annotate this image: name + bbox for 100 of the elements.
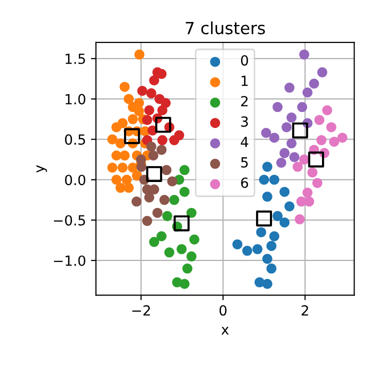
point <box>269 132 280 143</box>
point <box>167 176 178 186</box>
point <box>299 50 310 60</box>
chart-title: 7 clusters <box>186 21 265 34</box>
point <box>182 264 192 274</box>
point <box>256 227 266 238</box>
legend-label: 6 <box>241 178 248 188</box>
point <box>262 192 272 202</box>
point <box>136 162 146 172</box>
point <box>161 165 172 176</box>
point <box>292 162 303 172</box>
point <box>269 231 280 242</box>
point <box>134 50 144 60</box>
point <box>284 82 294 93</box>
point <box>302 87 313 98</box>
point <box>132 170 142 181</box>
point <box>326 122 336 132</box>
point <box>124 182 134 193</box>
point <box>142 114 152 125</box>
point <box>128 114 138 124</box>
point <box>156 68 167 79</box>
point <box>142 216 152 226</box>
point <box>280 186 290 197</box>
point <box>176 244 187 254</box>
point <box>156 231 167 242</box>
point <box>317 67 328 78</box>
point <box>316 135 326 146</box>
point <box>169 194 180 205</box>
point <box>259 174 270 185</box>
point <box>146 142 156 152</box>
point <box>157 135 168 146</box>
point <box>120 82 130 92</box>
point <box>107 162 118 173</box>
point <box>252 244 262 254</box>
legend-label: 1 <box>242 76 248 86</box>
point <box>122 174 132 185</box>
point <box>282 122 292 132</box>
point <box>146 88 156 98</box>
point <box>297 102 308 112</box>
point <box>146 166 162 182</box>
x-axis-title: x <box>221 326 229 334</box>
point <box>232 239 242 250</box>
point <box>134 98 144 108</box>
point <box>308 152 324 168</box>
point <box>261 128 272 138</box>
point <box>124 128 140 144</box>
point <box>149 75 160 86</box>
point <box>152 208 162 218</box>
point <box>280 148 290 158</box>
point <box>304 196 314 207</box>
point <box>179 165 190 176</box>
point <box>132 196 142 207</box>
point <box>174 215 190 232</box>
point <box>337 132 348 143</box>
legend-label: 2 <box>241 96 248 106</box>
y-tick-label: 0.5 <box>65 134 86 145</box>
point <box>118 162 128 173</box>
x-tick-label: 0 <box>220 305 227 316</box>
point <box>269 174 280 185</box>
y-axis-title: y <box>36 165 47 173</box>
point <box>312 178 322 188</box>
point <box>144 192 154 202</box>
point <box>262 162 272 172</box>
point <box>266 264 276 274</box>
point <box>154 94 164 104</box>
point <box>169 135 180 146</box>
legend-label: 0 <box>241 55 248 66</box>
point <box>159 194 170 205</box>
point <box>329 136 340 147</box>
y-tick-label: −1.0 <box>54 255 86 266</box>
point <box>186 251 196 262</box>
point <box>137 86 148 96</box>
y-tick-label: −0.5 <box>54 215 86 226</box>
y-tick-label: 1.0 <box>66 94 86 104</box>
point <box>107 134 118 144</box>
point <box>256 210 272 226</box>
point <box>164 247 174 258</box>
y-tick-label: 0.0 <box>65 174 86 186</box>
point <box>118 118 128 128</box>
point <box>294 214 305 224</box>
y-tick-label: 1.5 <box>66 54 86 64</box>
point <box>262 254 272 264</box>
point <box>179 278 190 289</box>
point <box>124 94 134 104</box>
point <box>280 218 290 228</box>
point <box>149 184 160 194</box>
point <box>272 102 283 112</box>
point <box>272 211 283 222</box>
point <box>111 150 122 160</box>
point <box>186 208 196 218</box>
point <box>307 167 318 178</box>
point <box>292 122 308 138</box>
point <box>302 188 313 198</box>
point <box>289 152 300 162</box>
point <box>156 144 167 155</box>
point <box>266 240 276 251</box>
point <box>309 78 320 89</box>
point <box>144 105 154 116</box>
point <box>155 116 172 133</box>
point <box>262 278 272 289</box>
